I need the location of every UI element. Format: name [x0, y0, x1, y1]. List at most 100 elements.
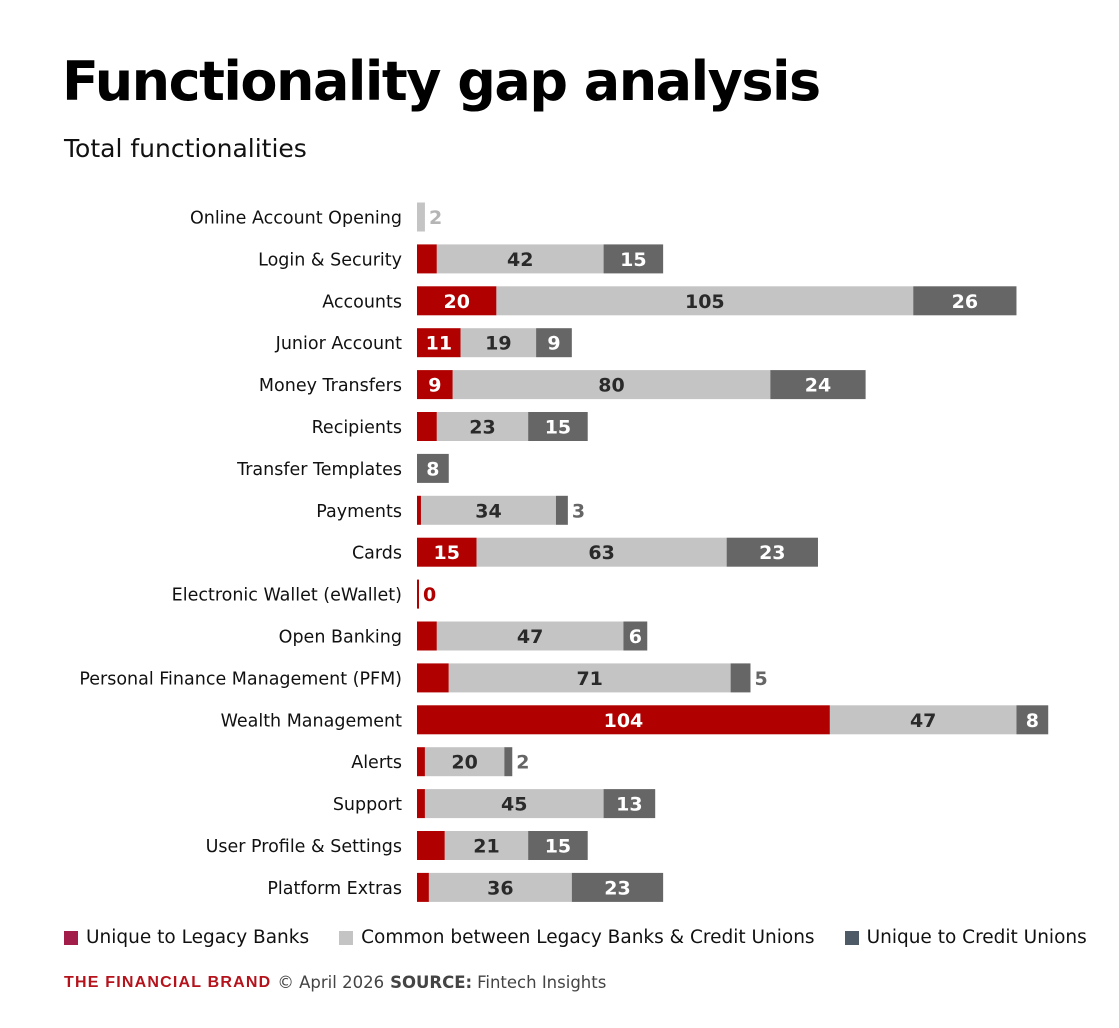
category-label-online-account-opening: Online Account Opening: [190, 209, 402, 229]
bar-cu-user-profile-settings: [528, 831, 588, 860]
value-label-cu-alerts: 2: [516, 752, 529, 774]
value-label-legacy-cards: 15: [434, 542, 460, 564]
value-label-cu-junior-account: 9: [547, 333, 560, 355]
category-label-platform-extras: Platform Extras: [267, 879, 402, 899]
legend-swatch-cu: [844, 930, 859, 945]
bar-legacy-user-profile-settings: [417, 831, 445, 860]
value-label-common-personal-finance-management-pfm: 71: [576, 668, 602, 690]
bar-cu-platform-extras: [571, 872, 664, 902]
bar-legacy-cards: [417, 537, 477, 567]
legend-item-legacy: Unique to Legacy Banks: [64, 927, 309, 948]
legend-item-cu: Unique to Credit Unions: [844, 927, 1087, 948]
bar-legacy-payments: [417, 495, 421, 525]
value-label-common-junior-account: 19: [485, 333, 511, 355]
category-label-cards: Cards: [352, 544, 402, 564]
bar-legacy-electronic-wallet-ewallet: [417, 579, 419, 609]
bar-common-junior-account: [460, 328, 537, 358]
bar-cu-cards: [726, 537, 818, 567]
bar-common-alerts: [424, 747, 505, 777]
bar-legacy-support: [417, 789, 425, 819]
brand-logo-text: THE FINANCIAL BRAND: [64, 973, 272, 991]
bar-common-support: [424, 789, 604, 819]
value-label-common-wealth-management: 47: [910, 710, 936, 732]
bar-cu-accounts: [913, 286, 1017, 316]
category-label-recipients: Recipients: [312, 418, 402, 438]
bar-cu-personal-finance-management-pfm: [730, 663, 751, 693]
value-label-legacy-money-transfers: 9: [428, 375, 441, 397]
bar-common-user-profile-settings: [444, 831, 529, 860]
value-label-cu-money-transfers: 24: [805, 375, 831, 397]
bar-common-cards: [476, 537, 727, 567]
bar-common-personal-finance-management-pfm: [448, 663, 731, 693]
value-label-cu-login-security: 15: [620, 249, 646, 271]
value-label-common-open-banking: 47: [517, 626, 543, 648]
bar-legacy-wealth-management: [417, 705, 830, 735]
bar-legacy-login-security: [417, 244, 437, 274]
bar-legacy-junior-account: [417, 328, 461, 358]
bar-legacy-personal-finance-management-pfm: [417, 663, 449, 693]
legend: Unique to Legacy Banks Common between Le…: [64, 927, 1087, 948]
value-label-cu-personal-finance-management-pfm: 5: [754, 668, 767, 690]
category-label-junior-account: Junior Account: [275, 334, 402, 354]
bar-legacy-money-transfers: [417, 370, 453, 400]
legend-label-cu: Unique to Credit Unions: [866, 927, 1087, 948]
value-label-common-money-transfers: 80: [598, 375, 624, 397]
value-label-cu-user-profile-settings: 15: [545, 836, 571, 858]
bar-legacy-open-banking: [417, 621, 437, 651]
bar-legacy-alerts: [417, 747, 425, 777]
category-label-electronic-wallet-ewallet: Electronic Wallet (eWallet): [172, 586, 402, 606]
bar-cu-support: [603, 789, 656, 819]
bar-chart: Online Account Opening 2 Login & Security 4…: [79, 202, 1049, 902]
bar-common-login-security: [436, 244, 604, 274]
bar-cu-money-transfers: [770, 370, 866, 400]
bar-common-wealth-management: [829, 705, 1017, 735]
legend-label-common: Common between Legacy Banks & Credit Uni…: [361, 927, 815, 948]
value-label-legacy-accounts: 20: [443, 291, 469, 313]
value-label-common-support: 45: [501, 794, 527, 816]
bar-legacy-accounts: [417, 286, 497, 316]
category-label-alerts: Alerts: [351, 753, 402, 773]
category-label-user-profile-settings: User Profile & Settings: [206, 837, 402, 857]
legend-label-legacy: Unique to Legacy Banks: [86, 927, 310, 948]
value-label-cu-wealth-management: 8: [1026, 710, 1039, 732]
value-label-cu-platform-extras: 23: [604, 877, 630, 899]
value-label-cu-accounts: 26: [952, 291, 978, 313]
value-label-cu-open-banking: 6: [629, 626, 642, 648]
bar-legacy-recipients: [417, 412, 437, 441]
value-label-common-recipients: 23: [469, 417, 495, 439]
footer: THE FINANCIAL BRAND © April 2026 SOURCE:…: [64, 973, 606, 992]
value-label-common-accounts: 105: [685, 291, 725, 313]
legend-item-common: Common between Legacy Banks & Credit Uni…: [339, 927, 815, 948]
value-label-cu-support: 13: [616, 794, 642, 816]
value-label-cu-recipients: 15: [545, 417, 571, 439]
category-label-wealth-management: Wealth Management: [221, 711, 403, 731]
bar-common-platform-extras: [428, 872, 572, 902]
bar-common-online-account-opening: [417, 202, 425, 232]
bar-cu-recipients: [528, 412, 588, 441]
bar-cu-junior-account: [536, 328, 572, 358]
bar-common-recipients: [436, 412, 529, 441]
legend-swatch-legacy: [64, 930, 78, 945]
value-label-common-online-account-opening: 2: [429, 207, 442, 229]
value-label-common-cards: 63: [588, 542, 614, 564]
value-label-cu-transfer-templates: 8: [426, 458, 439, 480]
value-label-common-login-security: 42: [507, 249, 533, 271]
bar-common-money-transfers: [452, 370, 771, 400]
footer-source: Fintech Insights: [477, 973, 607, 992]
chart-title: Functionality gap analysis: [62, 50, 821, 113]
value-label-common-platform-extras: 36: [487, 877, 513, 899]
bar-cu-wealth-management: [1016, 705, 1049, 735]
bar-common-accounts: [496, 286, 914, 316]
bar-cu-login-security: [603, 244, 664, 274]
bar-cu-open-banking: [623, 621, 648, 651]
value-label-cu-cards: 23: [759, 542, 785, 564]
footer-source-label: SOURCE:: [390, 973, 473, 992]
bar-cu-transfer-templates: [417, 453, 449, 483]
category-label-accounts: Accounts: [322, 292, 402, 312]
value-label-common-user-profile-settings: 21: [473, 836, 499, 858]
value-label-cu-payments: 3: [572, 500, 585, 522]
bar-cu-payments: [555, 495, 568, 525]
value-label-legacy-wealth-management: 104: [604, 710, 644, 732]
footer-date: © April 2026: [277, 973, 385, 992]
category-label-money-transfers: Money Transfers: [259, 376, 402, 396]
